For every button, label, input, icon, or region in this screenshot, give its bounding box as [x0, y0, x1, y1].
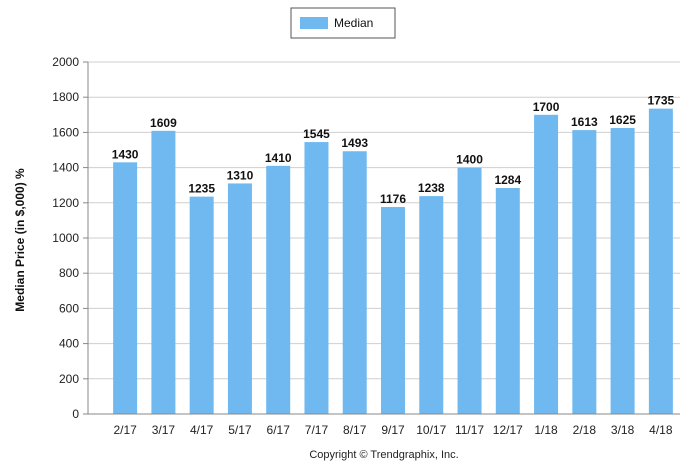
- data-label: 1545: [303, 127, 330, 141]
- bar: [610, 128, 635, 414]
- x-tick-label: 9/17: [381, 423, 405, 437]
- data-label: 1625: [609, 113, 636, 127]
- x-tick-label: 12/17: [493, 423, 523, 437]
- legend: Median: [290, 7, 396, 39]
- x-tick-label: 2/17: [113, 423, 137, 437]
- bar: [227, 183, 252, 414]
- copyright-footer: Copyright © Trendgraphix, Inc.: [309, 449, 458, 461]
- x-tick-label: 4/17: [190, 423, 214, 437]
- y-axis-title: Median Price (in $,000) %: [13, 168, 27, 312]
- data-label: 1613: [571, 115, 598, 129]
- data-label: 1284: [494, 173, 521, 187]
- bar: [457, 167, 482, 414]
- data-label: 1430: [112, 147, 139, 161]
- y-tick-label: 2000: [52, 55, 79, 69]
- x-tick-label: 11/17: [455, 423, 484, 437]
- legend-swatch: [300, 17, 328, 29]
- x-tick-label: 2/18: [573, 423, 597, 437]
- bar: [495, 188, 520, 414]
- data-label: 1235: [188, 182, 215, 196]
- bar: [381, 207, 405, 414]
- y-tick-label: 1000: [52, 231, 79, 245]
- data-label: 1735: [648, 94, 675, 108]
- bar: [342, 151, 367, 414]
- bars: [113, 108, 673, 415]
- x-tick-label: 5/17: [228, 423, 252, 437]
- axes: [83, 61, 680, 415]
- legend-label: Median: [334, 16, 373, 30]
- data-label: 1410: [265, 151, 292, 165]
- x-tick-label: 8/17: [343, 423, 367, 437]
- data-label: 1493: [341, 136, 368, 150]
- data-label: 1238: [418, 181, 445, 195]
- data-label: 1400: [456, 153, 483, 167]
- x-tick-label: 1/18: [534, 423, 558, 437]
- x-tick-label: 4/18: [649, 423, 673, 437]
- bar: [113, 162, 138, 414]
- y-tick-label: 0: [72, 407, 79, 421]
- y-tick-label: 200: [59, 372, 79, 386]
- x-tick-label: 7/17: [305, 423, 329, 437]
- bar: [648, 108, 673, 414]
- bar: [534, 114, 559, 415]
- y-tick-label: 1800: [52, 90, 79, 104]
- y-tick-label: 600: [59, 301, 79, 315]
- bar: [151, 130, 176, 415]
- x-tick-label: 10/17: [416, 423, 446, 437]
- x-tick-label: 3/17: [152, 423, 176, 437]
- data-label: 1700: [533, 100, 560, 114]
- y-tick-label: 800: [59, 266, 79, 280]
- bar: [266, 165, 291, 414]
- x-tick-label: 3/18: [611, 423, 635, 437]
- data-label: 1310: [227, 168, 254, 182]
- labels: 0 200 400 600 800 1000 1200 1400 1600 1800 2000 143…: [52, 55, 674, 437]
- bar: [304, 142, 329, 414]
- data-label: 1176: [380, 192, 406, 206]
- data-label: 1609: [150, 116, 177, 130]
- bar: [419, 196, 444, 414]
- bar: [189, 196, 214, 414]
- y-tick-label: 1400: [52, 161, 79, 175]
- x-tick-label: 6/17: [267, 423, 291, 437]
- y-tick-label: 1600: [52, 125, 79, 139]
- y-tick-label: 1200: [52, 196, 79, 210]
- y-tick-label: 400: [59, 337, 79, 351]
- bar: [572, 130, 597, 414]
